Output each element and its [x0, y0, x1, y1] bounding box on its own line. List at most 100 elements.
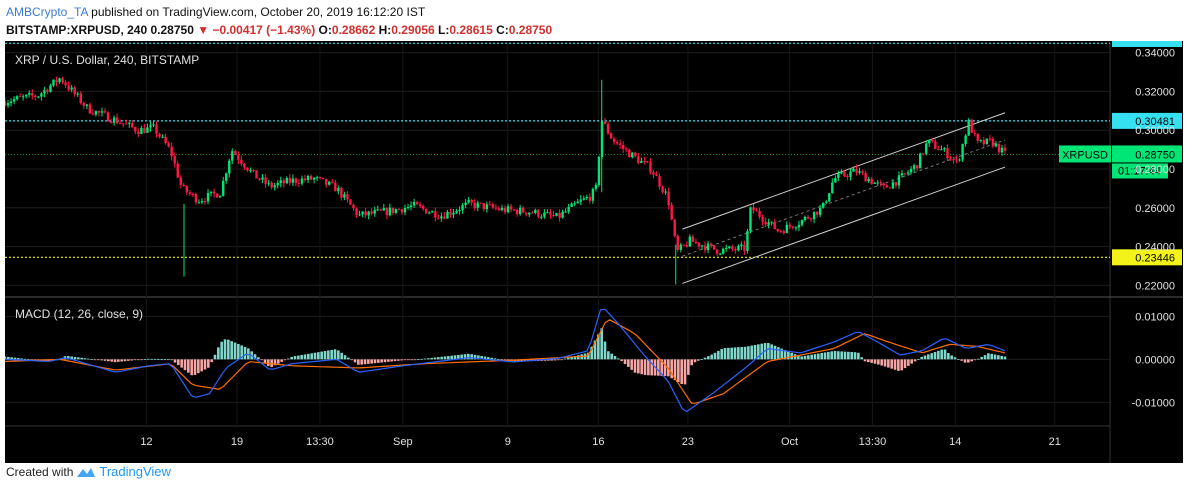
candle-body — [515, 209, 519, 215]
histogram-bar — [393, 359, 397, 362]
candle-body — [979, 140, 982, 142]
candle-body — [158, 133, 161, 137]
candle-body — [949, 158, 952, 160]
candle-body — [325, 178, 328, 185]
histogram-bar — [663, 359, 667, 376]
candle-body — [621, 144, 625, 149]
histogram-bar — [490, 357, 493, 360]
candle-body — [988, 138, 992, 140]
histogram-bar — [227, 339, 230, 360]
candle-body — [800, 219, 804, 225]
candle-body — [906, 172, 910, 174]
histogram-bar — [473, 354, 477, 360]
histogram-bar — [200, 359, 203, 372]
price-tick-label: 0.24000 — [1135, 242, 1175, 254]
histogram-bar — [957, 359, 960, 360]
histogram-bar — [353, 359, 357, 363]
candle-body — [94, 111, 98, 115]
time-tick-label: Oct — [781, 436, 798, 448]
candle-body — [761, 216, 764, 222]
candle-body — [425, 208, 428, 214]
histogram-bar — [783, 349, 787, 360]
histogram-bar — [630, 359, 633, 370]
candle-body — [609, 133, 613, 139]
candle-body — [731, 246, 734, 250]
candle-body — [70, 87, 73, 90]
candle-body — [818, 207, 822, 215]
histogram-bar — [117, 359, 120, 362]
histogram-bar — [633, 359, 637, 373]
candle-body — [591, 188, 595, 201]
candle-body — [864, 172, 867, 182]
candle-body — [618, 143, 622, 145]
histogram-bar — [130, 359, 133, 361]
candle-body — [485, 204, 489, 210]
candle-body — [364, 211, 367, 216]
candle-body — [240, 159, 243, 164]
candle-body — [18, 96, 22, 98]
candle-body — [400, 209, 404, 213]
candle-body — [882, 183, 886, 186]
histogram-bar — [253, 354, 257, 360]
histogram-bar — [453, 355, 457, 360]
histogram-bar — [293, 356, 297, 360]
candle-body — [225, 173, 228, 181]
candle-body — [700, 245, 704, 247]
tradingview-brand-link[interactable]: TradingView — [99, 464, 171, 479]
created-with-label: Created with — [6, 464, 74, 479]
histogram-bar — [157, 359, 160, 360]
histogram-bar — [80, 357, 83, 360]
histogram-bar — [67, 356, 70, 360]
candle-body — [625, 148, 628, 150]
histogram-bar — [573, 356, 577, 360]
histogram-bar — [500, 359, 503, 361]
chart-area[interactable]: 0.30481 0.23446 XRPUSD 0.28750 01:17:44 0.34… — [5, 41, 1183, 463]
price-tick-label: 0.22000 — [1135, 280, 1175, 292]
histogram-bar — [873, 359, 877, 364]
candle-body — [231, 151, 234, 161]
author-link[interactable]: AMBCrypto_TA — [6, 5, 88, 19]
chart-svg[interactable]: 0.30481 0.23446 XRPUSD 0.28750 01:17:44 0.34… — [5, 41, 1183, 463]
histogram-bar — [413, 359, 417, 361]
histogram-bar — [770, 344, 773, 360]
candle-body — [834, 178, 837, 183]
candle-body — [25, 94, 28, 97]
histogram-bar — [807, 355, 810, 360]
candle-body — [173, 156, 176, 164]
candle-body — [873, 182, 876, 184]
candle-body — [373, 210, 376, 214]
histogram-bar — [237, 343, 240, 360]
tradingview-logo-icon — [77, 467, 96, 477]
histogram-bar — [577, 355, 580, 360]
histogram-bar — [240, 345, 243, 360]
histogram-bar — [797, 355, 800, 360]
candle-body — [125, 123, 128, 125]
candle-body — [937, 148, 940, 150]
histogram-bar — [397, 359, 400, 361]
candle-body — [646, 161, 649, 163]
candle-body — [479, 202, 482, 204]
histogram-bar — [197, 359, 200, 374]
histogram-bar — [73, 356, 77, 360]
candle-body — [288, 177, 292, 183]
candles — [5, 76, 1007, 285]
histogram-bar — [963, 359, 967, 363]
candle-body — [358, 214, 361, 216]
price-channel[interactable] — [682, 112, 1006, 284]
histogram-bar — [93, 359, 97, 361]
histogram-bar — [160, 359, 163, 360]
candle-body — [85, 104, 89, 106]
candle-body — [885, 185, 889, 188]
candle-body — [634, 152, 637, 157]
candle-body — [794, 227, 798, 229]
histogram-bar — [123, 359, 127, 362]
histogram-bar — [233, 342, 237, 360]
price-tick-label: 0.34000 — [1135, 48, 1175, 60]
histogram-bar — [647, 359, 650, 376]
candle-body — [970, 119, 973, 133]
histogram-bar — [707, 356, 710, 360]
high-value: 0.29056 — [391, 23, 435, 37]
candle-body — [349, 199, 352, 205]
candle-body — [606, 123, 610, 134]
candle-body — [76, 93, 79, 95]
